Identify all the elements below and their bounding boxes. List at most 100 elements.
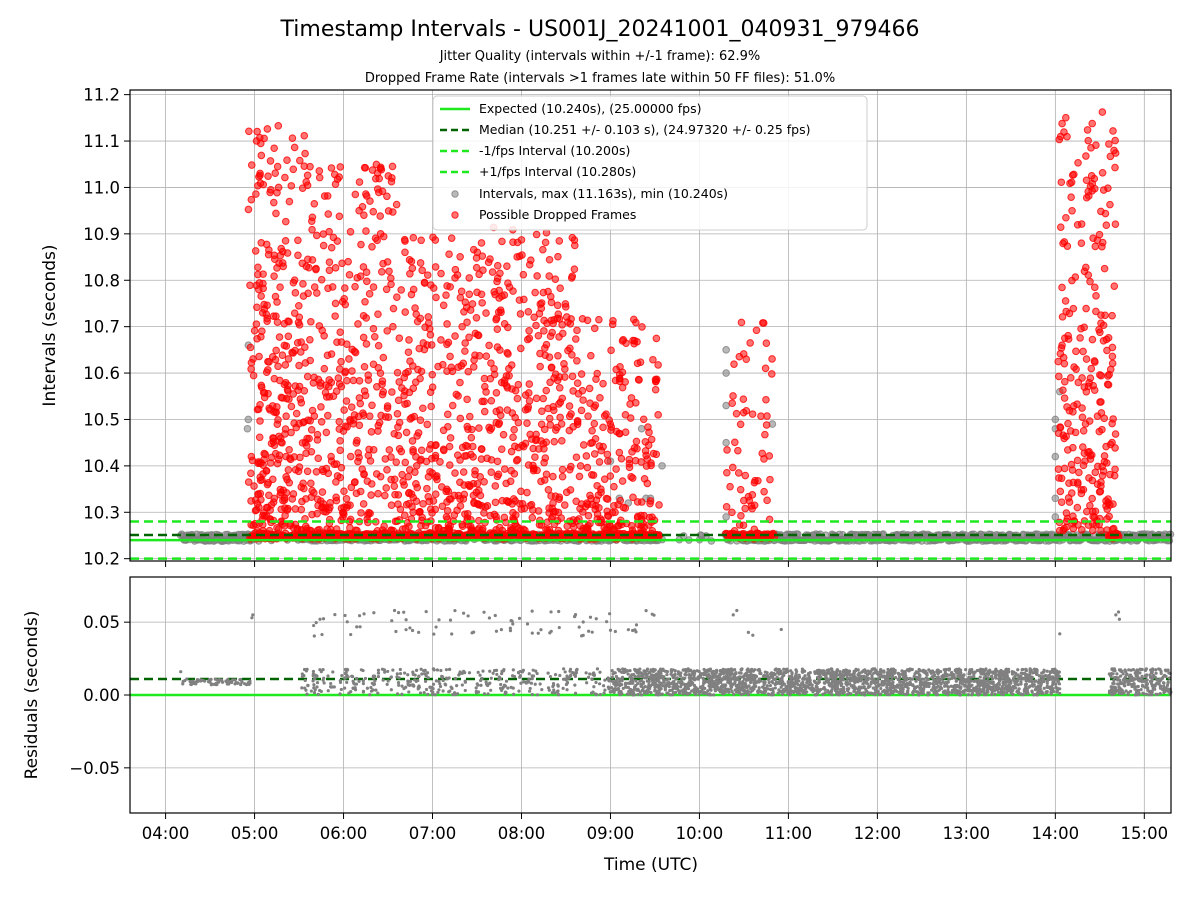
- dropped-frame-point: [644, 423, 652, 431]
- dropped-frame-point: [465, 274, 474, 282]
- dropped-frame-point: [253, 334, 261, 343]
- residual-point: [1045, 669, 1049, 673]
- dropped-frame-point: [409, 384, 418, 393]
- dropped-frame-point: [456, 378, 464, 387]
- dropped-frame-point: [258, 309, 267, 317]
- dropped-frame-point: [1073, 456, 1082, 465]
- dropped-frame-point: [487, 468, 496, 477]
- dropped-frame-point: [1077, 489, 1086, 498]
- dropped-frame-point: [567, 462, 575, 471]
- dropped-frame-point: [1096, 328, 1104, 337]
- dropped-frame-point: [445, 250, 453, 258]
- dropped-frame-point: [351, 190, 360, 199]
- residual-point: [416, 687, 420, 691]
- dropped-frame-point: [493, 457, 502, 466]
- residual-point: [802, 677, 806, 681]
- residual-point: [331, 670, 335, 674]
- dropped-frame-point: [1086, 277, 1094, 286]
- dropped-frame-point: [411, 304, 419, 312]
- dropped-frame-point: [611, 376, 620, 385]
- dropped-frame-point: [389, 322, 397, 331]
- dropped-frame-point: [1080, 267, 1089, 276]
- dropped-frame-point: [628, 474, 637, 482]
- residuals-panel: 04:00 05:00 06:00 07:00 08:00 09:00 10:00 11:00…: [22, 576, 1173, 875]
- dropped-frame-point: [655, 501, 663, 509]
- residual-point: [455, 683, 459, 688]
- residual-point: [322, 681, 326, 685]
- dropped-frame-point: [446, 352, 454, 361]
- residual-point: [457, 673, 461, 677]
- dropped-frame-point: [253, 270, 262, 279]
- dropped-frame-point: [557, 437, 566, 445]
- residual-point: [318, 688, 322, 693]
- dropped-frame-point: [346, 227, 355, 236]
- interval-point: [1051, 513, 1060, 521]
- residual-point: [345, 680, 349, 684]
- dropped-frame-point: [1079, 461, 1088, 470]
- residual-point: [572, 671, 576, 675]
- dropped-frame-point: [375, 418, 384, 427]
- dropped-frame-point: [383, 258, 392, 266]
- dropped-frame-point: [292, 409, 301, 418]
- residual-point: [914, 679, 918, 683]
- dropped-frame-point: [491, 290, 499, 299]
- dropped-frame-point: [626, 400, 634, 408]
- residual-point: [588, 672, 592, 676]
- dropped-frame-point: [260, 455, 268, 464]
- dropped-frame-point: [1058, 283, 1066, 292]
- residual-point: [389, 675, 393, 679]
- dropped-frame-point: [395, 334, 404, 342]
- dropped-frame-point: [405, 488, 413, 497]
- residual-point: [209, 683, 213, 687]
- dropped-frame-point: [1090, 513, 1099, 522]
- dropped-frame-point: [345, 355, 353, 363]
- intervals-ytick-label-9: 11.1: [83, 132, 120, 151]
- dropped-frame-point: [273, 420, 282, 428]
- dropped-frame-point: [579, 441, 588, 449]
- dropped-frame-point: [1082, 152, 1090, 160]
- residual-point: [1049, 690, 1053, 695]
- dropped-frame-point: [652, 334, 661, 343]
- dropped-frame-point: [451, 332, 459, 340]
- dropped-frame-point: [1102, 221, 1111, 230]
- residual-point: [894, 676, 898, 680]
- dropped-frame-point: [524, 403, 533, 411]
- dropped-frame-point: [312, 468, 321, 476]
- dropped-frame-point: [319, 241, 328, 250]
- dropped-frame-point: [247, 469, 255, 478]
- dropped-frame-point: [1065, 406, 1074, 415]
- residual-point: [964, 667, 968, 672]
- dropped-frame-point: [460, 490, 469, 499]
- interval-point: [1051, 494, 1060, 503]
- dropped-frame-point: [373, 236, 381, 245]
- dropped-frame-point: [606, 472, 615, 480]
- dropped-frame-point: [274, 362, 282, 371]
- dropped-frame-point: [296, 453, 304, 462]
- residual-point: [357, 679, 361, 683]
- dropped-frame-point: [431, 490, 440, 499]
- residual-point: [996, 690, 1001, 694]
- dropped-frame-point: [341, 368, 349, 377]
- dropped-frame-point: [462, 441, 470, 450]
- dropped-frame-point: [1095, 230, 1104, 239]
- dropped-frame-point: [748, 410, 757, 418]
- dropped-frame-point: [337, 504, 346, 513]
- residual-point: [441, 689, 445, 693]
- chart-subtitle-jitter: Jitter Quality (intervals within +/-1 fr…: [439, 49, 761, 64]
- dropped-frame-point: [357, 509, 365, 517]
- dropped-frame-point: [1074, 378, 1083, 387]
- interval-point: [658, 462, 666, 470]
- dropped-frame-point: [541, 344, 549, 352]
- dropped-frame-point: [768, 355, 776, 363]
- dropped-frame-point: [493, 343, 502, 351]
- dropped-frame-point: [303, 372, 312, 381]
- residual-point: [512, 692, 516, 696]
- dropped-frame-point: [282, 473, 290, 481]
- residual-point: [546, 671, 550, 675]
- residual-point: [432, 668, 436, 672]
- dropped-frame-point: [1055, 372, 1063, 381]
- residual-point: [498, 677, 502, 681]
- dropped-frame-point: [528, 513, 537, 522]
- dropped-frame-point: [369, 283, 378, 291]
- dropped-frame-point: [362, 340, 371, 348]
